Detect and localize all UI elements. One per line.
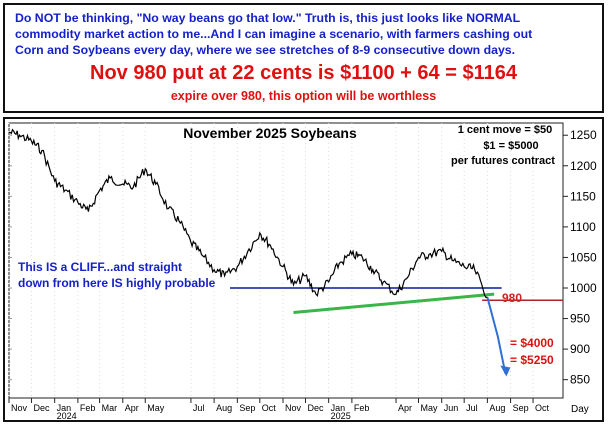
y-tick-label: 1250 xyxy=(570,128,597,142)
info-line-3: per futures contract xyxy=(451,155,555,167)
loss-label-2: = $5250 xyxy=(510,353,554,367)
x-month-label: Nov xyxy=(11,403,28,413)
x-month-label: Jan xyxy=(331,403,346,413)
x-month-label: Mar xyxy=(102,403,118,413)
y-tick-label: 1050 xyxy=(570,250,597,264)
chart-frame: 850 900 950 1000 1050 1100 1150 1200 1250 Nov Dec… xyxy=(3,117,604,422)
x-month-label: Jul xyxy=(193,403,205,413)
soybean-chart: 850 900 950 1000 1050 1100 1150 1200 1250 Nov Dec… xyxy=(8,122,597,421)
y-tick-label: 950 xyxy=(570,312,590,326)
y-tick-label: 1100 xyxy=(570,220,596,234)
y-tick-label: 900 xyxy=(570,342,590,356)
annotation-layer xyxy=(230,287,563,377)
x-month-label: Jul xyxy=(466,403,478,413)
info-line-2: $1 = $5000 xyxy=(483,140,538,152)
x-year-label: 2024 xyxy=(57,411,77,420)
header-line-3: Corn and Soybeans every day, where we se… xyxy=(15,43,516,57)
x-month-label: Sep xyxy=(239,403,255,413)
projection-arrowhead xyxy=(500,365,511,377)
option-subline: expire over 980, this option will be wor… xyxy=(170,89,437,103)
price-line xyxy=(8,128,488,299)
x-month-label: Apr xyxy=(125,403,139,413)
option-headline: Nov 980 put at 22 cents is $1100 + 64 = … xyxy=(90,62,517,84)
info-line-1: 1 cent move = $50 xyxy=(458,124,552,136)
cliff-text-1: This IS a CLIFF...and straight xyxy=(18,260,182,274)
x-month-label: Feb xyxy=(354,403,370,413)
y-tick-label: 1150 xyxy=(570,189,596,203)
header-line-1: Do NOT be thinking, "No way beans go tha… xyxy=(15,11,521,25)
y-tick-label: 1200 xyxy=(570,159,597,173)
chart-title: November 2025 Soybeans xyxy=(183,125,357,141)
x-month-label: Sep xyxy=(513,403,529,413)
x-month-label: Feb xyxy=(80,403,96,413)
projection-line xyxy=(486,296,507,374)
y-axis: 850 900 950 1000 1050 1100 1150 1200 1250 xyxy=(9,128,597,387)
header-box: Do NOT be thinking, "No way beans go tha… xyxy=(3,3,604,113)
x-month-label: May xyxy=(421,403,439,413)
x-month-label: Oct xyxy=(535,403,550,413)
cliff-text-2: down from here IS highly probable xyxy=(18,276,216,290)
x-month-label: Aug xyxy=(216,403,232,413)
x-year-label: 2025 xyxy=(331,411,351,420)
x-month-label: Oct xyxy=(262,403,277,413)
plot-area xyxy=(8,122,564,399)
x-month-label: Jun xyxy=(444,403,459,413)
x-month-label: Dec xyxy=(33,403,50,413)
loss-label-1: = $4000 xyxy=(510,336,554,350)
header-line-2: commodity market action to me...And I ca… xyxy=(15,27,533,41)
x-month-label: Dec xyxy=(307,403,324,413)
y-tick-label: 1000 xyxy=(570,281,597,295)
x-month-label: Aug xyxy=(489,403,505,413)
x-month-label: Apr xyxy=(398,403,412,413)
x-axis-label: Day xyxy=(571,404,589,415)
x-month-label: Jan xyxy=(57,403,72,413)
x-month-label: Nov xyxy=(285,403,302,413)
y-tick-label: 850 xyxy=(570,373,590,387)
x-month-label: May xyxy=(147,403,165,413)
strike-label: 980 xyxy=(502,291,522,305)
x-axis: Nov Dec Jan Feb Mar Apr May Jul Aug Sep Oct Nov Dec J… xyxy=(8,123,550,421)
trend-line xyxy=(293,292,495,314)
